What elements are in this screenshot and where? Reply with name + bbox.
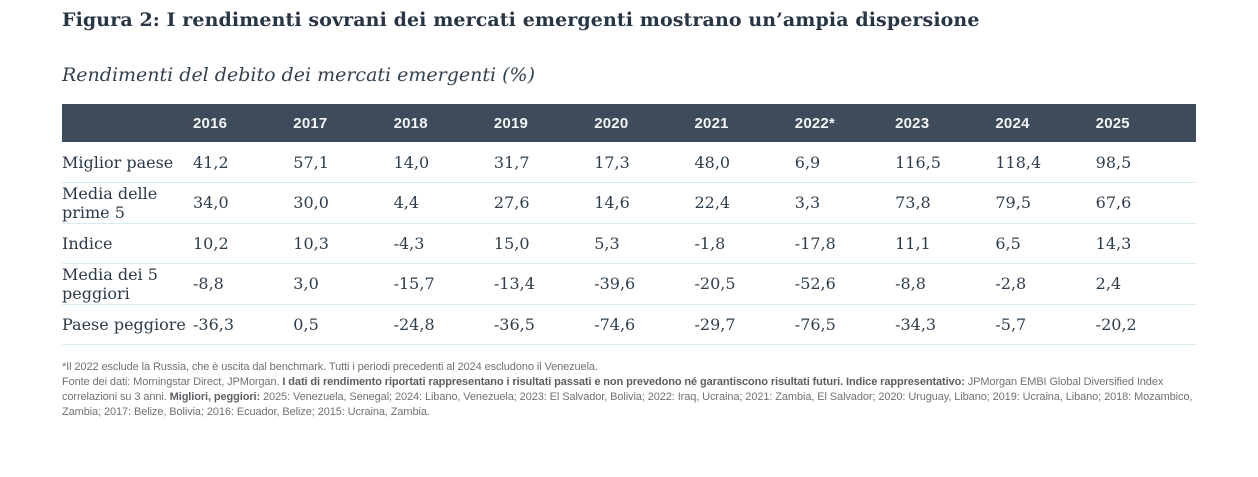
table-cell: -76,5 bbox=[794, 304, 896, 345]
table-cell: -36,3 bbox=[193, 304, 294, 345]
footnote-emphasis: Indice rappresentativo: bbox=[846, 376, 968, 388]
table-cell: 22,4 bbox=[694, 182, 795, 224]
table-cell: 31,7 bbox=[493, 142, 595, 183]
footnote-text: 2025: Venezuela, Senegal; 2024: Libano, … bbox=[62, 391, 1193, 418]
figure-title: Figura 2: I rendimenti sovrani dei merca… bbox=[62, 9, 980, 31]
row-label: Paese peggiore bbox=[62, 304, 193, 345]
table-cell: -74,6 bbox=[594, 304, 695, 345]
table-header-year: 2020 bbox=[594, 104, 695, 142]
row-label: Media delle prime 5 bbox=[62, 182, 193, 224]
table-cell: 2,4 bbox=[1095, 263, 1196, 305]
table-header-year: 2025 bbox=[1095, 104, 1196, 142]
table-cell: 116,5 bbox=[895, 142, 996, 183]
table-cell: 57,1 bbox=[293, 142, 394, 183]
table-cell: -20,2 bbox=[1095, 304, 1196, 345]
table-cell: 17,3 bbox=[594, 142, 695, 183]
table-cell: 48,0 bbox=[694, 142, 795, 183]
table-header-year: 2018 bbox=[393, 104, 494, 142]
table-cell: -52,6 bbox=[794, 263, 896, 305]
footnote-emphasis: I dati di rendimento riportati rappresen… bbox=[282, 376, 847, 388]
table-cell: 3,3 bbox=[794, 182, 896, 224]
table-header-year: 2019 bbox=[493, 104, 595, 142]
table-cell: 34,0 bbox=[193, 182, 294, 224]
table-header-year: 2024 bbox=[995, 104, 1096, 142]
table-row: Media dei 5 peggiori -8,8 3,0 -15,7 -13,4 -39… bbox=[62, 263, 1196, 305]
table-cell: 14,3 bbox=[1095, 223, 1196, 264]
figure-subtitle: Rendimenti del debito dei mercati emerge… bbox=[62, 64, 536, 86]
table-cell: 98,5 bbox=[1095, 142, 1196, 183]
table-cell: 41,2 bbox=[193, 142, 294, 183]
table-row: Paese peggiore -36,3 0,5 -24,8 -36,5 -74,6 -29… bbox=[62, 304, 1196, 345]
table-cell: 11,1 bbox=[895, 223, 996, 264]
table-header-year: 2016 bbox=[193, 104, 294, 142]
table-cell: -39,6 bbox=[594, 263, 695, 305]
table-cell: 27,6 bbox=[493, 182, 595, 224]
table-cell: -20,5 bbox=[694, 263, 795, 305]
table-cell: 73,8 bbox=[895, 182, 996, 224]
footnote-exclusions: *Il 2022 esclude la Russia, che è uscita… bbox=[62, 361, 598, 373]
table-cell: 5,3 bbox=[594, 223, 695, 264]
row-label: Media dei 5 peggiori bbox=[62, 263, 193, 305]
table-cell: -2,8 bbox=[995, 263, 1096, 305]
table-cell: 4,4 bbox=[393, 182, 494, 224]
table-cell: 67,6 bbox=[1095, 182, 1196, 224]
row-label: Indice bbox=[62, 223, 193, 264]
table-cell: -17,8 bbox=[794, 223, 896, 264]
table-header-year: 2021 bbox=[694, 104, 795, 142]
table-cell: 79,5 bbox=[995, 182, 1096, 224]
row-label: Miglior paese bbox=[62, 142, 193, 183]
table-cell: 10,2 bbox=[193, 223, 294, 264]
table-cell: -24,8 bbox=[393, 304, 494, 345]
table-cell: -1,8 bbox=[694, 223, 795, 264]
table-cell: -34,3 bbox=[895, 304, 996, 345]
table-header-row: 2016 2017 2018 2019 2020 2021 2022* 2023 2024 202… bbox=[62, 104, 1196, 142]
table-cell: 14,6 bbox=[594, 182, 695, 224]
figure-page: Figura 2: I rendimenti sovrani dei merca… bbox=[62, 9, 1202, 420]
table-cell: -36,5 bbox=[493, 304, 595, 345]
table-cell: -8,8 bbox=[895, 263, 996, 305]
table-cell: 3,0 bbox=[293, 263, 394, 305]
table-cell: 0,5 bbox=[293, 304, 394, 345]
table-row: Miglior paese 41,2 57,1 14,0 31,7 17,3 48,0 6,9… bbox=[62, 142, 1196, 183]
footnotes: *Il 2022 esclude la Russia, che è uscita… bbox=[62, 360, 1202, 420]
table-cell: 14,0 bbox=[393, 142, 494, 183]
table-row: Indice 10,2 10,3 -4,3 15,0 5,3 -1,8 -17,8 11,1 6,… bbox=[62, 223, 1196, 264]
table-row: Media delle prime 5 34,0 30,0 4,4 27,6 14,6 22… bbox=[62, 182, 1196, 224]
table-header-year: 2017 bbox=[293, 104, 394, 142]
footnote-text: JPMorgan EMBI Global Diversified Index c… bbox=[62, 376, 1164, 403]
table-cell: 6,5 bbox=[995, 223, 1096, 264]
table-cell: -13,4 bbox=[493, 263, 595, 305]
table-cell: -15,7 bbox=[393, 263, 494, 305]
returns-table: 2016 2017 2018 2019 2020 2021 2022* 2023 2024 202… bbox=[62, 104, 1196, 345]
table-cell: -4,3 bbox=[393, 223, 494, 264]
footnote-emphasis: Migliori, peggiori: bbox=[169, 391, 263, 403]
table-header-empty bbox=[62, 104, 193, 142]
footnote-text: Fonte dei dati: Morningstar Direct, JPMo… bbox=[62, 376, 283, 388]
table-cell: 15,0 bbox=[493, 223, 595, 264]
table-cell: -8,8 bbox=[193, 263, 294, 305]
table-cell: 6,9 bbox=[794, 142, 896, 183]
table-cell: 30,0 bbox=[293, 182, 394, 224]
footnote-source: Fonte dei dati: Morningstar Direct, JPMo… bbox=[62, 375, 1202, 420]
table-header-year: 2023 bbox=[895, 104, 996, 142]
table-header-year: 2022* bbox=[794, 104, 896, 142]
table-cell: 118,4 bbox=[995, 142, 1096, 183]
table-cell: -29,7 bbox=[694, 304, 795, 345]
table-cell: -5,7 bbox=[995, 304, 1096, 345]
table-cell: 10,3 bbox=[293, 223, 394, 264]
